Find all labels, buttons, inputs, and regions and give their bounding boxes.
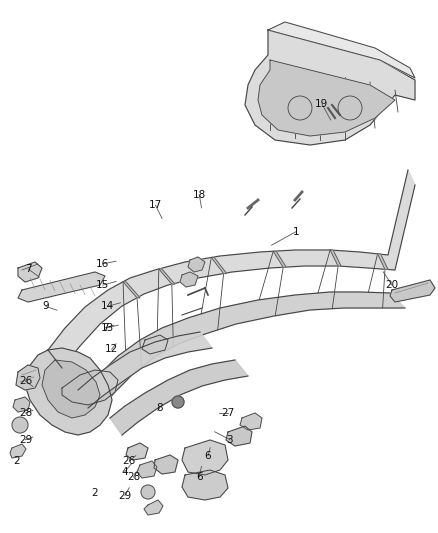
Text: 2: 2 [13, 456, 20, 466]
Polygon shape [48, 170, 415, 368]
Polygon shape [182, 440, 228, 475]
Polygon shape [126, 443, 148, 460]
Text: 26: 26 [123, 456, 136, 466]
Text: 17: 17 [149, 200, 162, 210]
Polygon shape [245, 30, 415, 145]
Polygon shape [137, 461, 157, 478]
Circle shape [12, 417, 28, 433]
Polygon shape [42, 360, 100, 418]
Polygon shape [142, 335, 168, 354]
Polygon shape [85, 292, 405, 410]
Text: 7: 7 [102, 323, 109, 333]
Text: 16: 16 [96, 259, 110, 269]
Polygon shape [154, 455, 178, 474]
Polygon shape [16, 365, 40, 390]
Polygon shape [78, 332, 212, 408]
Circle shape [141, 485, 155, 499]
Polygon shape [62, 370, 118, 405]
Text: 15: 15 [96, 280, 110, 290]
Polygon shape [240, 413, 262, 430]
Text: 27: 27 [221, 408, 234, 418]
Text: 18: 18 [193, 190, 206, 199]
Text: 12: 12 [105, 344, 118, 354]
Polygon shape [226, 426, 252, 446]
Polygon shape [378, 254, 388, 269]
Polygon shape [390, 280, 435, 302]
Text: 26: 26 [19, 376, 32, 386]
Polygon shape [13, 397, 30, 412]
Polygon shape [182, 470, 228, 500]
Text: 7: 7 [25, 264, 32, 274]
Polygon shape [212, 257, 226, 273]
Text: 1: 1 [292, 227, 299, 237]
Text: 20: 20 [385, 280, 399, 290]
Text: 28: 28 [19, 408, 32, 418]
Text: 19: 19 [315, 99, 328, 109]
Polygon shape [144, 500, 163, 515]
Text: 28: 28 [127, 472, 140, 482]
Polygon shape [258, 60, 395, 136]
Text: 13: 13 [101, 323, 114, 333]
Polygon shape [330, 250, 341, 266]
Polygon shape [18, 262, 42, 282]
Text: 8: 8 [156, 403, 163, 413]
Text: 6: 6 [196, 472, 203, 482]
Polygon shape [268, 22, 415, 78]
Text: 6: 6 [205, 451, 212, 461]
Text: 29: 29 [118, 491, 131, 500]
Polygon shape [188, 257, 205, 272]
Text: 9: 9 [42, 302, 49, 311]
Circle shape [172, 396, 184, 408]
Text: 4: 4 [121, 467, 128, 477]
Polygon shape [159, 269, 175, 284]
Polygon shape [18, 272, 105, 302]
Text: 2: 2 [91, 488, 98, 498]
Polygon shape [180, 272, 198, 287]
Polygon shape [273, 251, 286, 267]
Polygon shape [25, 348, 112, 435]
Text: 29: 29 [19, 435, 32, 445]
Text: 3: 3 [226, 435, 233, 445]
Polygon shape [10, 444, 26, 458]
Polygon shape [123, 282, 140, 298]
Polygon shape [110, 360, 248, 435]
Text: 14: 14 [101, 302, 114, 311]
